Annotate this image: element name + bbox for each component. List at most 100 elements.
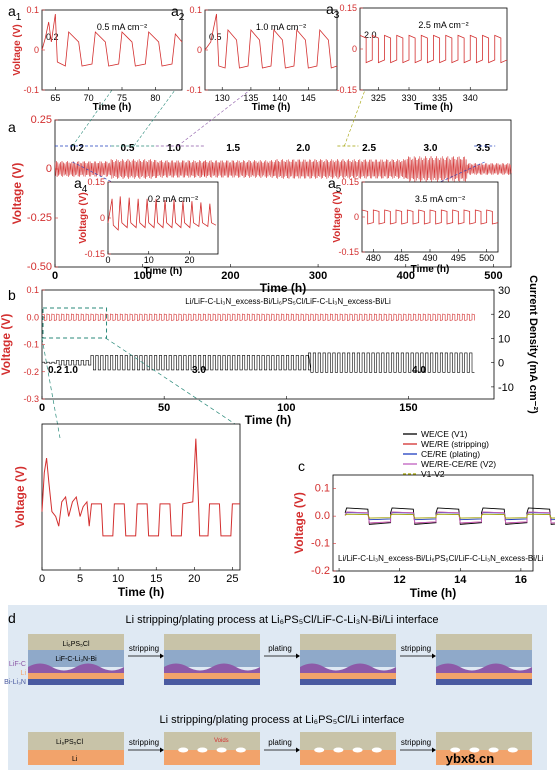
y-axis-label: Voltage (V)	[0, 314, 13, 376]
x-tick-label: 75	[117, 93, 127, 103]
li-layer-label: Li	[72, 756, 78, 763]
y2-tick-label: 10	[498, 333, 510, 345]
series-a2	[204, 13, 338, 69]
void	[352, 747, 363, 753]
arrow-head	[432, 653, 436, 659]
x-tick-label: 330	[401, 93, 416, 103]
current-label-0.2: 0.2	[48, 365, 62, 376]
chart-a1: 65 70 75 80 0.1 0 -0.1 Time (h) Voltage (V)a1 0.5…	[8, 3, 183, 113]
x-axis-label: Time (h)	[144, 266, 183, 277]
y-tick-label: 0.1	[189, 5, 202, 15]
x-ticks: 65 70 75 80	[50, 87, 160, 103]
x-tick-label: 15	[150, 573, 162, 585]
side-label: LiF-C	[9, 661, 26, 668]
y-tick-label: 0.15	[87, 177, 105, 187]
voltage-trace	[359, 34, 508, 64]
y-axis-label: Voltage (V)	[13, 466, 27, 528]
step-label: stripping	[129, 738, 159, 747]
sse-layer	[164, 634, 260, 650]
current-trace	[42, 352, 475, 373]
y-ticks: 0.15 0 -0.15	[336, 3, 363, 95]
sse-layer	[164, 732, 260, 750]
inset-bg	[42, 10, 182, 90]
y-tick-label: 0.1	[26, 285, 39, 295]
x-tick-label: 325	[371, 93, 386, 103]
y-axis-label: Voltage (V)	[78, 192, 89, 243]
current-labels: 0.2 1.0 3.0 4.0	[48, 365, 426, 376]
y-tick-label: -0.15	[84, 249, 105, 259]
x-axis-label: Time (h)	[260, 281, 306, 295]
y2-tick-label: 20	[498, 309, 510, 321]
y-tick-label: 0	[197, 45, 202, 55]
y-tick-label: 0.1	[26, 5, 39, 15]
bi-li3n-layer	[300, 679, 396, 685]
voltage-trace	[107, 196, 217, 231]
x-tick-label: 480	[366, 253, 381, 263]
watermark: ybx8.cn	[446, 751, 494, 766]
x-tick-label: 145	[301, 93, 316, 103]
chart-b-title: Li/LiF-C-Li₃N_excess-Bi/Li₆PS₅Cl/LiF-C-L…	[185, 297, 391, 306]
x-ticks: 10 12 14 16	[333, 568, 527, 586]
y-tick-label: 0	[100, 213, 105, 223]
chart-c-annotation: Li/LiF-C-Li₃N_excess-Bi/Li₆PS₅Cl/LiF-C-L…	[338, 554, 544, 563]
plot-frame	[41, 289, 495, 400]
series-trace	[344, 513, 555, 519]
zoom-connector	[41, 337, 61, 439]
void	[178, 747, 189, 753]
y2-tick-label: 0	[498, 358, 504, 370]
voltage-trace	[41, 13, 183, 67]
x-tick-label: 500	[484, 270, 502, 282]
arrow-head	[432, 747, 436, 753]
x-tick-label: 485	[394, 253, 409, 263]
interlayer	[436, 650, 532, 667]
segment-label-1.0: 1.0	[167, 143, 181, 154]
x-tick-label: 490	[422, 253, 437, 263]
series-b-voltage	[41, 313, 475, 321]
y-tick-label: -0.1	[186, 85, 202, 95]
inset-connector	[439, 161, 485, 183]
interlayer	[164, 650, 260, 667]
x-ticks: 0 50 100 150	[39, 396, 418, 414]
y2-axis: 30 20 10 0 -10 Current Density (mA cm⁻²)	[491, 275, 539, 414]
side-label: Bi-Li₃N	[4, 679, 26, 686]
x-tick-label: 10	[333, 574, 345, 586]
step-label: plating	[268, 644, 292, 653]
y2-tick-label: -10	[498, 382, 514, 394]
panel-label-a5: a5	[328, 175, 342, 195]
series-a4	[107, 196, 217, 231]
series-b-zoom	[41, 438, 240, 537]
series-c-0	[344, 507, 555, 525]
current-label-4.0: 4.0	[412, 365, 426, 376]
y-tick-label: 0	[354, 212, 359, 222]
y-tick-label: -0.1	[23, 340, 39, 350]
void	[314, 747, 325, 753]
inset-title: 1.0 mA cm⁻²	[256, 22, 306, 32]
x-tick-label: 100	[134, 270, 152, 282]
legend-label: WE/RE (stripping)	[421, 439, 489, 449]
segment-label-3.5: 3.5	[476, 143, 490, 154]
x-tick-label: 0	[39, 402, 45, 414]
arrow-head	[296, 747, 300, 753]
chart-a5: 480 485 490 495 500 0.15 0 -0.15 Time (h) Voltage…	[328, 175, 499, 275]
voltage-trace	[54, 156, 512, 182]
y-ticks: 0.15 0 -0.15	[338, 177, 365, 257]
inset-connector	[72, 161, 113, 183]
y-tick-label: -0.50	[27, 261, 52, 273]
arrow-head	[160, 653, 164, 659]
interface-cell-bottom-0: Li₆PS₅Cl Li	[28, 732, 124, 765]
y-tick-label: 0.1	[315, 483, 330, 495]
x-tick-label: 70	[84, 93, 94, 103]
interlayer	[300, 650, 396, 667]
plot-frame	[332, 474, 534, 572]
sse-layer-label: Li₆PS₅Cl	[62, 641, 89, 648]
arrow-head	[296, 653, 300, 659]
side-labels: LiF-C Li Bi-Li₃N	[4, 661, 26, 686]
li-metal-layer	[164, 750, 260, 765]
li-layer	[28, 673, 124, 679]
y-tick-label: 0.15	[339, 3, 357, 13]
